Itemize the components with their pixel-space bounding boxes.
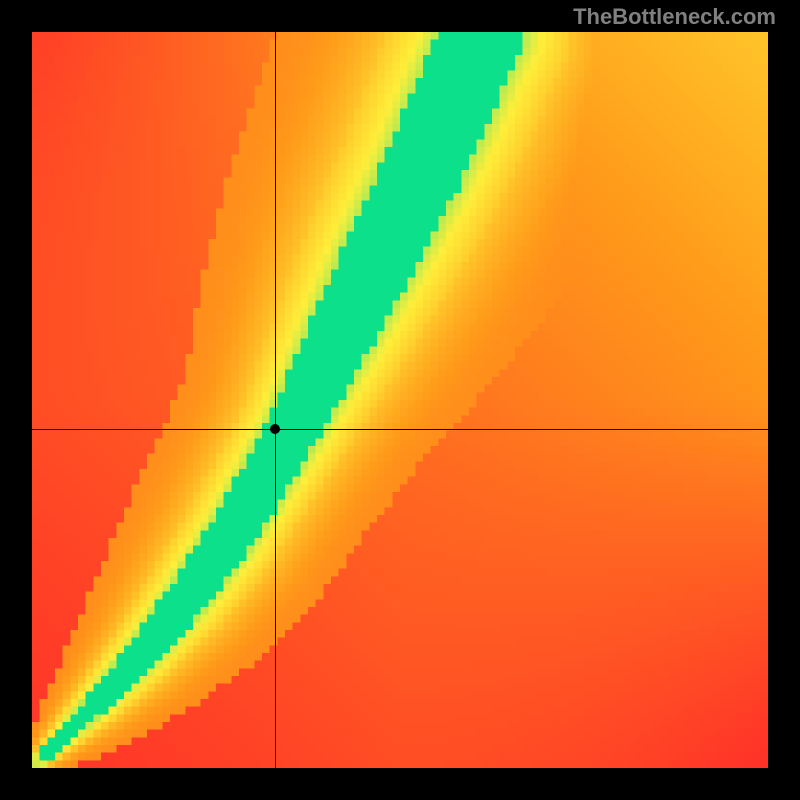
heatmap-plot <box>32 32 768 768</box>
heatmap-canvas <box>32 32 768 768</box>
crosshair-horizontal <box>32 429 768 430</box>
crosshair-vertical <box>275 32 276 768</box>
crosshair-marker <box>270 424 280 434</box>
watermark-text: TheBottleneck.com <box>573 4 776 30</box>
chart-container: TheBottleneck.com <box>0 0 800 800</box>
